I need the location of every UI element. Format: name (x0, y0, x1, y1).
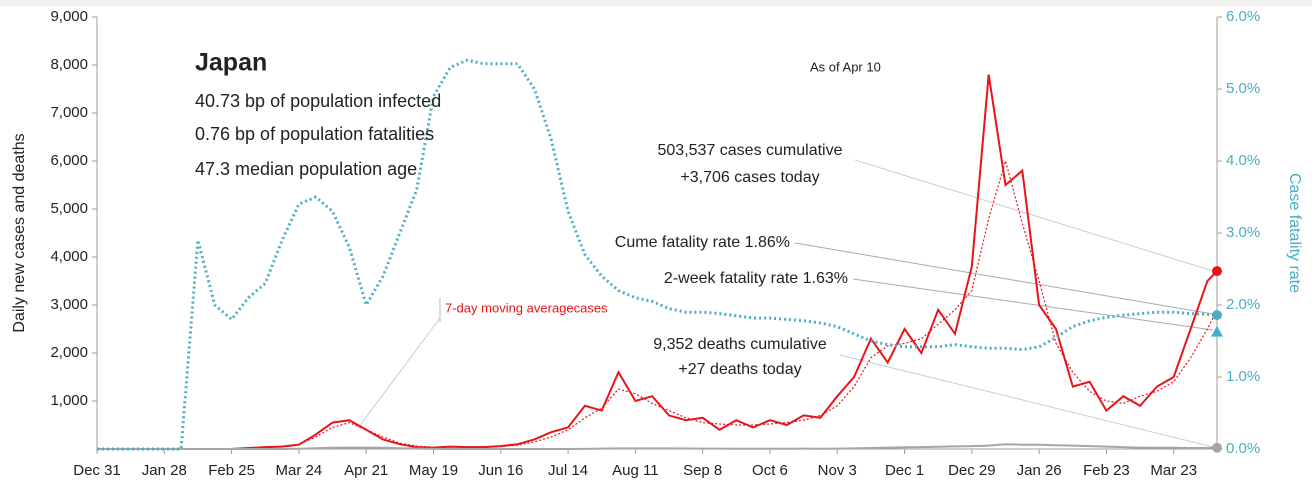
y-tick-label: 4,000 (50, 248, 88, 265)
x-tick-label: Mar 24 (276, 462, 323, 479)
x-tick-label: Sep 8 (683, 462, 722, 479)
leader-line (854, 159, 1214, 272)
y2-tick-label: 3.0% (1226, 224, 1260, 241)
annotation: 9,352 deaths cumulative (653, 336, 827, 353)
annotation: 2-week fatality rate 1.63% (664, 270, 848, 287)
legend-label: 7-day moving averagecases (445, 300, 608, 315)
x-tick-label: Feb 23 (1083, 462, 1130, 479)
x-tick-label: Nov 3 (818, 462, 857, 479)
y2-tick-label: 1.0% (1226, 368, 1260, 385)
series-line (97, 74, 1218, 450)
annotation: 0.76 bp of population fatalities (195, 124, 434, 144)
series-line (97, 443, 1218, 450)
y-tick-label: 3,000 (50, 296, 88, 313)
x-tick-label: May 19 (409, 462, 458, 479)
y-tick-label: 7,000 (50, 104, 88, 121)
x-tick-label: Dec 31 (73, 462, 121, 479)
y2-tick-label: 2.0% (1226, 296, 1260, 313)
y2-tick-label: 0.0% (1226, 440, 1260, 457)
x-tick-label: Apr 21 (344, 462, 388, 479)
x-tick-label: Jan 26 (1017, 462, 1062, 479)
two-week-cfr-marker (1211, 325, 1223, 337)
annotation: +3,706 cases today (680, 169, 819, 186)
series-line (97, 58, 1218, 451)
x-tick-label: Aug 11 (612, 462, 658, 479)
x-tick-label: Jul 14 (548, 462, 588, 479)
y-tick-label: 1,000 (50, 392, 88, 409)
leader-line (852, 278, 1214, 331)
y-tick-label: 5,000 (50, 200, 88, 217)
x-tick-label: Oct 6 (752, 462, 788, 479)
annotation: Japan (195, 49, 267, 77)
y-tick-label: 6,000 (50, 152, 88, 169)
annotation: 47.3 median population age (195, 159, 417, 179)
y2-tick-label: 5.0% (1226, 80, 1260, 97)
x-tick-label: Feb 25 (208, 462, 255, 479)
y2-tick-label: 4.0% (1226, 152, 1260, 169)
y2-tick-label: 6.0% (1226, 8, 1260, 25)
leader-line (794, 242, 1214, 315)
series-line (97, 158, 1218, 450)
y-tick-label: 2,000 (50, 344, 88, 361)
annotation: 503,537 cases cumulative (658, 142, 843, 159)
x-tick-label: Jun 16 (478, 462, 523, 479)
leader-line (839, 354, 1214, 448)
legend-leader (357, 317, 441, 429)
deaths-today-marker (1212, 442, 1222, 453)
y-tick-label: 8,000 (50, 56, 88, 73)
annotation: 40.73 bp of population infected (195, 91, 441, 111)
top-band (0, 0, 1312, 6)
cases-today-marker (1212, 266, 1222, 277)
x-tick-label: Mar 23 (1150, 462, 1197, 479)
annotation: Cume fatality rate 1.86% (615, 234, 790, 251)
annotation: As of Apr 10 (810, 59, 881, 74)
x-tick-label: Dec 29 (948, 462, 996, 479)
cume-cfr-marker (1212, 310, 1222, 321)
x-tick-label: Jan 28 (142, 462, 187, 479)
annotation: +27 deaths today (678, 361, 801, 378)
y2-axis-label: Case fatality rate (1286, 173, 1303, 293)
y-tick-label: 9,000 (50, 8, 88, 25)
y-axis-label: Daily new cases and deaths (11, 133, 28, 332)
x-tick-label: Dec 1 (885, 462, 924, 479)
